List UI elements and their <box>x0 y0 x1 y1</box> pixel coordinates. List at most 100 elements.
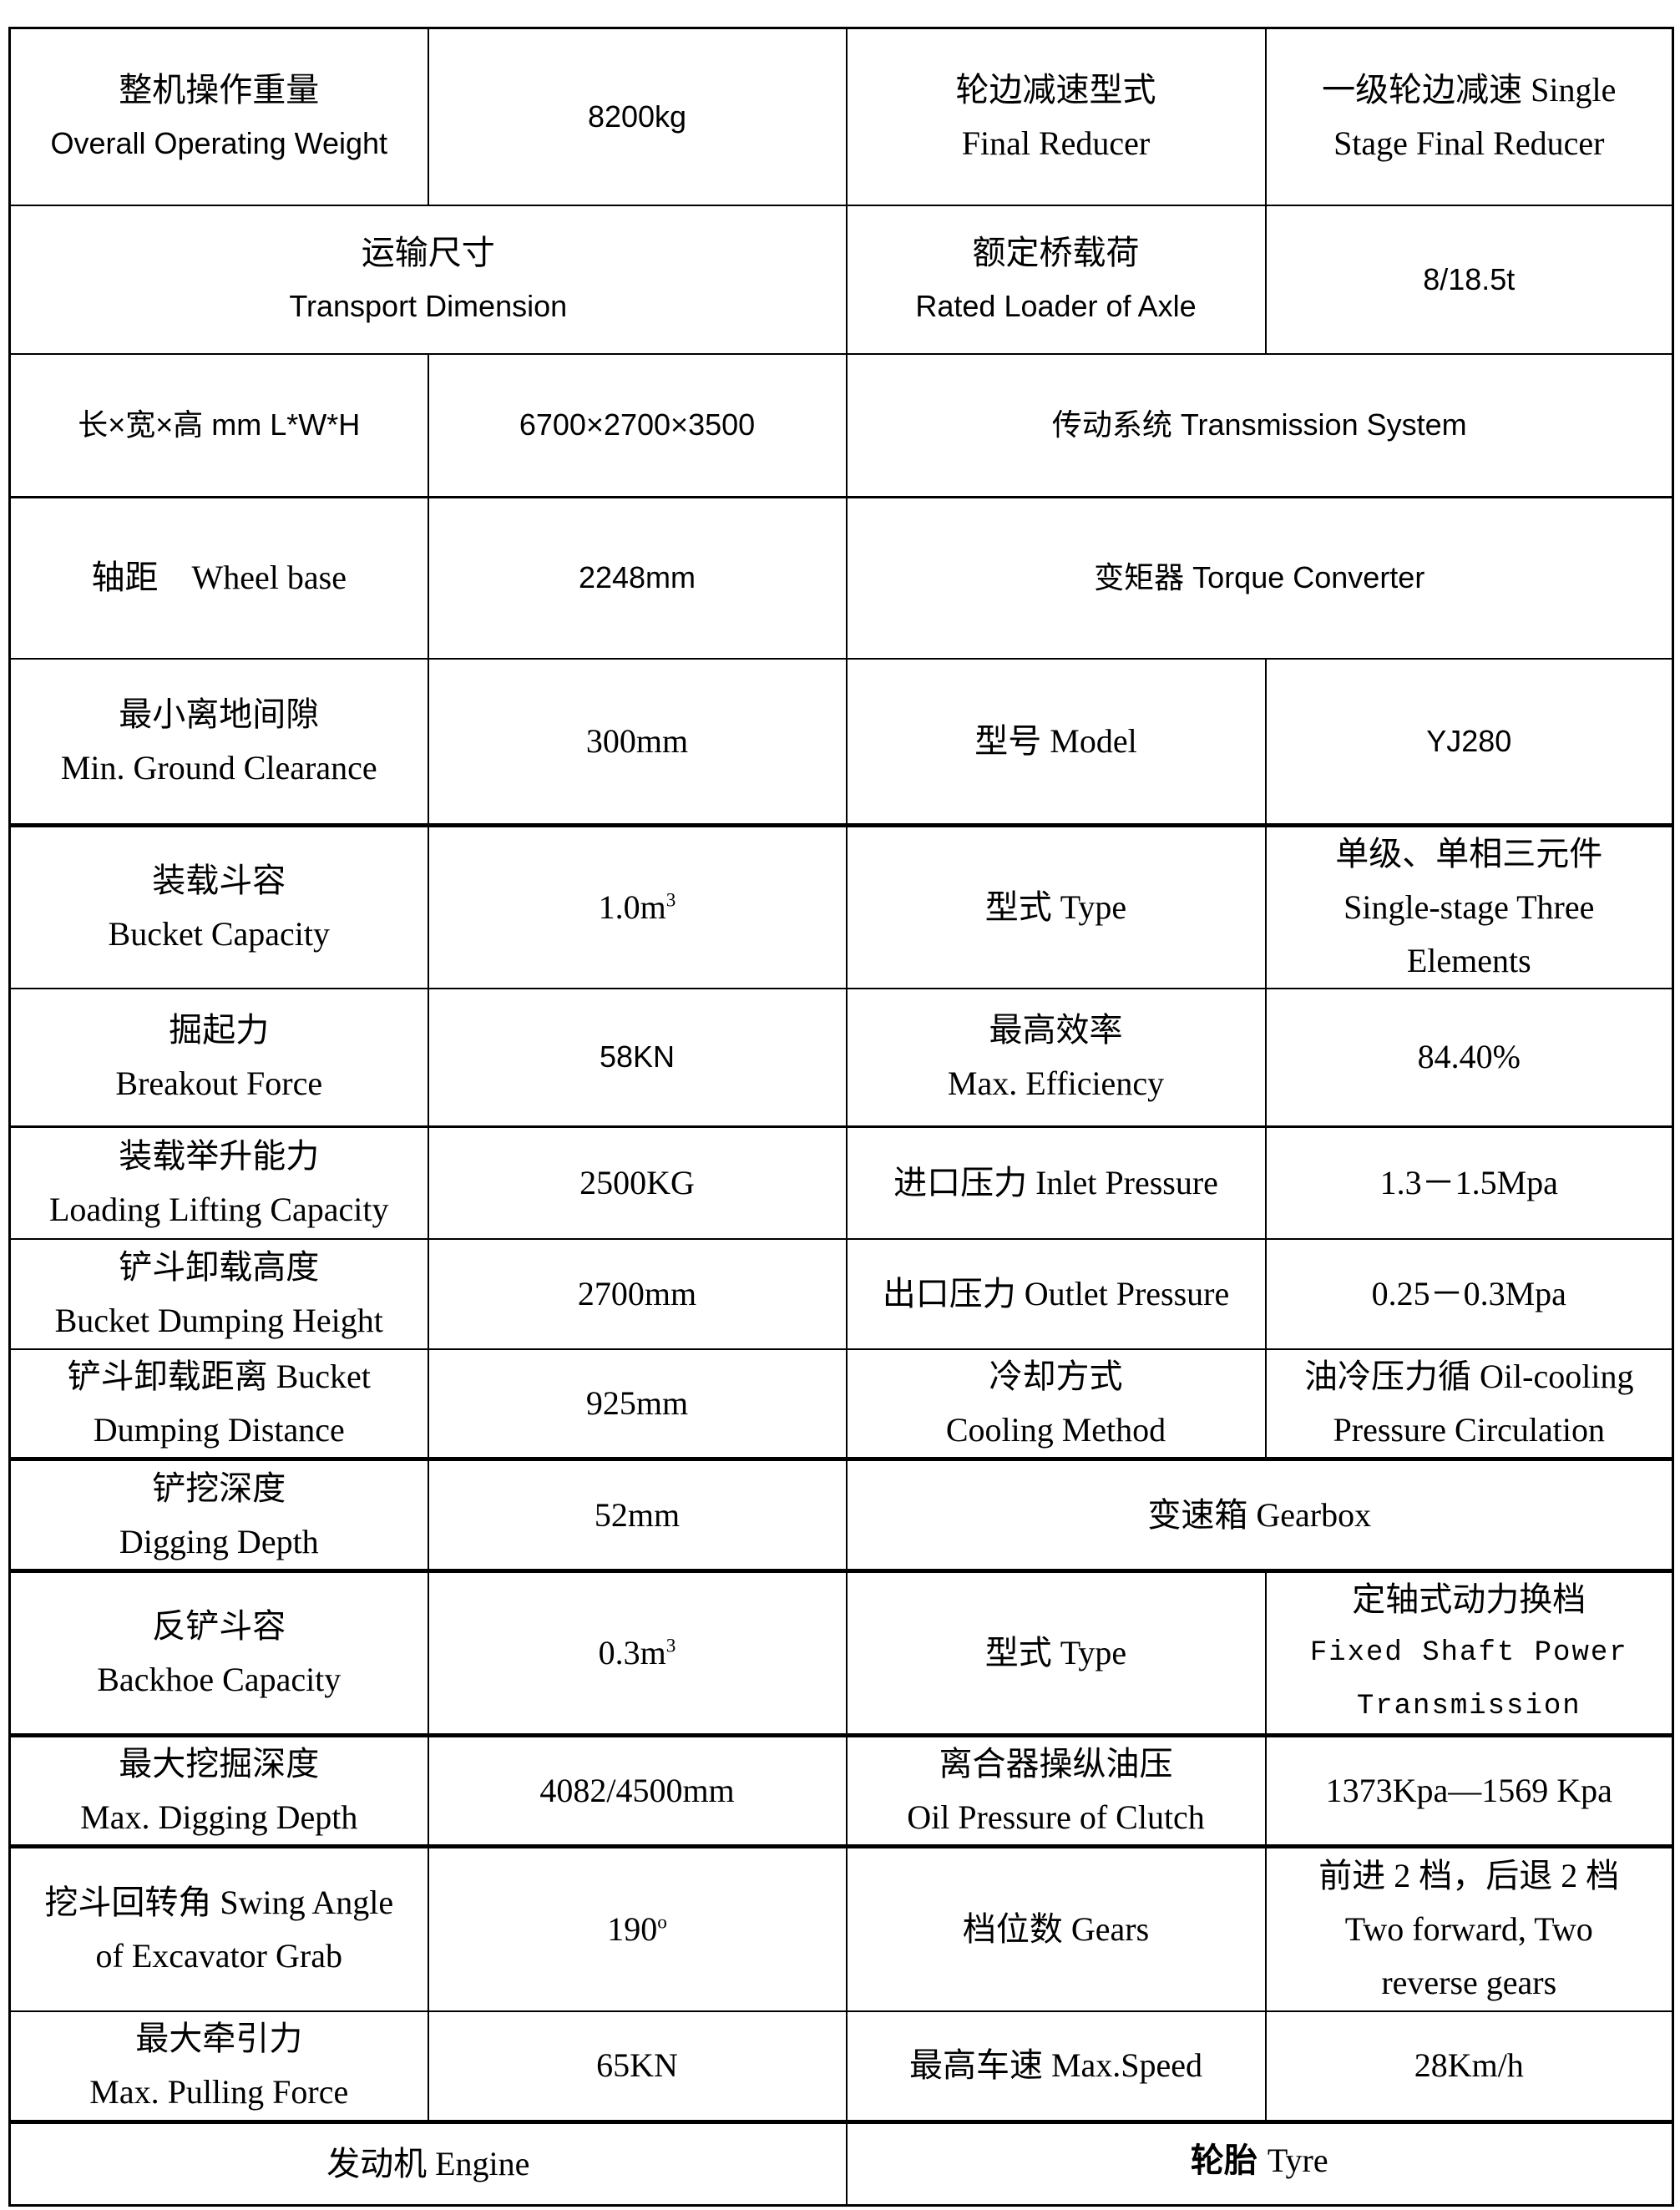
cell-line: Elements <box>1406 942 1531 979</box>
row-bucket-capacity: 装载斗容 Bucket Capacity 1.0m3 型式 Type 单级、单相… <box>8 824 1674 989</box>
label-bucket-capacity: 装载斗容 Bucket Capacity <box>8 824 429 989</box>
cell-line: 1.0m3 <box>436 881 839 934</box>
cell-line: 0.3m3 <box>436 1626 839 1680</box>
row-backhoe-capacity: 反铲斗容 Backhoe Capacity 0.3m3 型式 Type 定轴式动… <box>8 1570 1674 1737</box>
cell-line: 52mm <box>594 1495 681 1534</box>
label-digging-depth: 铲挖深度 Digging Depth <box>8 1458 429 1573</box>
cell-line: Max. Pulling Force <box>89 2073 349 2111</box>
header-torque-converter: 变矩器 Torque Converter <box>845 496 1674 660</box>
cell-line: Loading Lifting Capacity <box>48 1190 389 1228</box>
label-overall-operating-weight: 整机操作重量 Overall Operating Weight <box>8 27 429 206</box>
label-max-speed: 最高车速 Max.Speed <box>845 2010 1267 2124</box>
label-backhoe-capacity: 反铲斗容 Backhoe Capacity <box>8 1570 429 1737</box>
header-gearbox: 变速箱 Gearbox <box>845 1458 1674 1573</box>
value-superscript: o <box>657 1911 667 1934</box>
value-base: 0.3m <box>598 1634 666 1671</box>
value-rated-loader-of-axle: 8/18.5t <box>1264 204 1674 355</box>
cell-line: 84.40% <box>1417 1038 1521 1076</box>
row-transport-dimension: 运输尺寸 Transport Dimension 额定桥载荷 Rated Loa… <box>8 204 1674 355</box>
tyre-chinese-label: 轮胎 <box>1190 2142 1257 2179</box>
cell-line: Transport Dimension <box>289 288 568 323</box>
value-base: 1.0m <box>598 888 666 926</box>
row-min-ground-clearance: 最小离地间隙 Min. Ground Clearance 300mm 型号 Mo… <box>8 657 1674 827</box>
row-digging-depth: 铲挖深度 Digging Depth 52mm 变速箱 Gearbox <box>8 1458 1674 1573</box>
cell-line: 6700×2700×3500 <box>519 407 756 443</box>
cell-line: Max. Efficiency <box>947 1065 1165 1103</box>
cell-line: 1.3－1.5Mpa <box>1379 1163 1558 1201</box>
value-bucket-dumping-height: 2700mm <box>427 1238 848 1350</box>
value-model: YJ280 <box>1264 657 1674 827</box>
label-max-pulling-force: 最大牵引力 Max. Pulling Force <box>8 2010 429 2124</box>
value-max-pulling-force: 65KN <box>427 2010 848 2124</box>
cell-line: 离合器操纵油压 <box>939 1745 1173 1783</box>
cell-line: 型式 Type <box>984 888 1127 926</box>
row-lwh: 长×宽×高 mm L*W*H 6700×2700×3500 传动系统 Trans… <box>8 352 1674 498</box>
cell-line: Max. Digging Depth <box>80 1798 358 1836</box>
value-min-ground-clearance: 300mm <box>427 657 848 827</box>
cell-line: 轮胎 Tyre <box>854 2134 1666 2195</box>
cell-line: 1373Kpa—1569 Kpa <box>1325 1772 1612 1809</box>
cell-line: 型式 Type <box>984 1634 1127 1671</box>
tyre-english-label: Tyre <box>1267 2141 1328 2179</box>
value-cooling-method: 油冷压力循 Oil-cooling Pressure Circulation <box>1264 1348 1674 1461</box>
cell-line: 铲斗卸载高度 <box>119 1248 320 1286</box>
cell-line: 一级轮边减速 Single <box>1322 70 1617 109</box>
cell-line: YJ280 <box>1426 723 1512 758</box>
value-breakout-force: 58KN <box>427 988 848 1128</box>
cell-line: 190o <box>436 1903 839 1956</box>
cell-line: 轴距 Wheel base <box>91 559 347 597</box>
cell-line: 掘起力 <box>169 1011 270 1049</box>
label-converter-type: 型式 Type <box>845 824 1267 989</box>
cell-line: 最大牵引力 <box>135 2020 303 2058</box>
cell-line: 2700mm <box>577 1275 697 1312</box>
cell-line: Bucket Capacity <box>108 915 330 953</box>
cell-line: 冷却方式 <box>989 1358 1123 1395</box>
value-bucket-dumping-distance: 925mm <box>427 1348 848 1461</box>
cell-line: Min. Ground Clearance <box>60 748 377 786</box>
value-oil-pressure-of-clutch: 1373Kpa—1569 Kpa <box>1264 1734 1674 1848</box>
cell-line: reverse gears <box>1381 1963 1557 2001</box>
cell-line: 65KN <box>596 2046 678 2085</box>
cell-line: 反铲斗容 <box>152 1607 286 1645</box>
label-max-digging-depth: 最大挖掘深度 Max. Digging Depth <box>8 1734 429 1848</box>
cell-line: 0.25－0.3Mpa <box>1371 1275 1566 1312</box>
cell-line: 油冷压力循 Oil-cooling <box>1304 1358 1634 1395</box>
cell-line: Fixed Shaft Power <box>1309 1637 1628 1669</box>
label-loading-lifting-capacity: 装载举升能力 Loading Lifting Capacity <box>8 1125 429 1240</box>
cell-line: 铲挖深度 <box>152 1469 286 1507</box>
row-bucket-dumping-distance: 铲斗卸载距离 Bucket Dumping Distance 925mm 冷却方… <box>8 1348 1674 1461</box>
cell-line: Oil Pressure of Clutch <box>907 1798 1205 1836</box>
cell-line: 925mm <box>585 1384 689 1422</box>
cell-line: 8200kg <box>587 99 687 134</box>
cell-line: Two forward, Two <box>1344 1909 1593 1948</box>
value-outlet-pressure: 0.25－0.3Mpa <box>1264 1238 1674 1350</box>
spec-table: 整机操作重量 Overall Operating Weight 8200kg 轮… <box>8 27 1674 2207</box>
label-gearbox-type: 型式 Type <box>845 1570 1267 1737</box>
value-backhoe-capacity: 0.3m3 <box>427 1570 848 1737</box>
value-converter-type: 单级、单相三元件 Single-stage Three Elements <box>1264 824 1674 989</box>
cell-line: 挖斗回转角 Swing Angle <box>44 1883 394 1921</box>
cell-line: 型号 Model <box>974 721 1137 760</box>
label-breakout-force: 掘起力 Breakout Force <box>8 988 429 1128</box>
cell-line: Pressure Circulation <box>1333 1411 1606 1449</box>
cell-line: 装载举升能力 <box>119 1136 320 1175</box>
label-oil-pressure-of-clutch: 离合器操纵油压 Oil Pressure of Clutch <box>845 1734 1267 1848</box>
row-wheel-base: 轴距 Wheel base 2248mm 变矩器 Torque Converte… <box>8 496 1674 660</box>
cell-line: 额定桥载荷 <box>972 233 1140 271</box>
label-final-reducer: 轮边减速型式 Final Reducer <box>845 27 1267 206</box>
cell-line: Overall Operating Weight <box>50 125 388 160</box>
cell-line: 最大挖掘深度 <box>119 1745 320 1783</box>
cell-line: 28Km/h <box>1414 2046 1524 2085</box>
value-lwh: 6700×2700×3500 <box>427 352 848 498</box>
value-final-reducer: 一级轮边减速 Single Stage Final Reducer <box>1264 27 1674 206</box>
value-superscript: 3 <box>665 1635 676 1657</box>
label-lwh: 长×宽×高 mm L*W*H <box>8 352 429 498</box>
cell-line: 最高效率 <box>989 1011 1123 1049</box>
cell-line: of Excavator Grab <box>95 1936 342 1975</box>
value-gearbox-type: 定轴式动力换档 Fixed Shaft Power Transmission <box>1264 1570 1674 1737</box>
cell-line: 轮边减速型式 <box>955 70 1156 109</box>
label-bucket-dumping-distance: 铲斗卸载距离 Bucket Dumping Distance <box>8 1348 429 1461</box>
cell-line: Dumping Distance <box>93 1411 345 1449</box>
cell-line: 2248mm <box>578 560 696 595</box>
